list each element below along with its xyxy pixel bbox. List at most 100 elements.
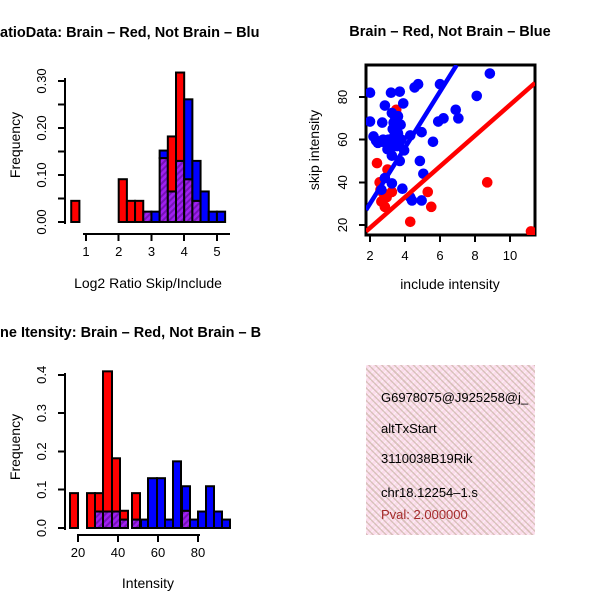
hist-bar-red (134, 199, 145, 223)
hist-bar-red (94, 492, 104, 513)
event-type-text: altTxStart (381, 421, 437, 436)
y-tick-label: 0.4 (34, 366, 49, 384)
gene-info-box: G6978075@J925258@j_ altTxStart 3110038B1… (366, 365, 535, 535)
scatter-point-blue (397, 183, 408, 195)
hist-bar-red (117, 178, 128, 223)
y-axis-label: Frequency (7, 112, 23, 178)
scatter-point-red (422, 186, 434, 198)
hist-bar-blue (221, 518, 231, 529)
x-tick-label: 2 (115, 244, 122, 259)
hist-bar-blue (147, 477, 158, 529)
hist-bar-overlap (102, 510, 113, 529)
y-axis-label: skip intensity (306, 110, 322, 190)
hist-bar-red (131, 492, 141, 521)
scatter-point-blue (376, 117, 388, 128)
scatter-point-blue (471, 90, 483, 102)
x-tick-label: 20 (71, 545, 85, 560)
x-tick-label: 2 (366, 248, 373, 263)
histogram-intensity-svg: ne Itensity: Brain – Red, Not Brain – B … (0, 325, 261, 591)
hist-bar-red (102, 370, 113, 513)
hist-bar-red (175, 71, 186, 162)
hist-bar-overlap (131, 518, 141, 529)
scatter-point-blue (386, 178, 398, 189)
y-tick-label: 0.00 (34, 209, 49, 234)
hist-bar-overlap (142, 210, 153, 223)
hist-bar-blue (199, 190, 210, 223)
fit-line-blue (366, 65, 459, 212)
hist-bar-red (119, 509, 129, 521)
hist-bar-blue (150, 210, 161, 223)
x-tick-label: 60 (151, 545, 165, 560)
panel-title: atioData: Brain – Red, Not Brain – Blu (0, 25, 259, 41)
x-tick-label: 4 (401, 248, 408, 263)
x-tick-label: 4 (181, 244, 188, 259)
x-tick-label: 8 (471, 248, 478, 263)
scatter-point-blue (412, 78, 424, 90)
hist-bar-blue (156, 477, 166, 529)
y-axis-label: Frequency (7, 414, 23, 480)
x-tick-label: 40 (111, 545, 125, 560)
pval-text: Pval: 2.000000 (381, 507, 468, 522)
y-tick-label: 60 (335, 132, 350, 146)
gene-name-text: 3110038B19Rik (381, 451, 473, 466)
scatter-point-blue (397, 98, 409, 109)
x-tick-label: 10 (503, 248, 517, 263)
x-tick-label: 6 (436, 248, 443, 263)
x-tick-label: 3 (148, 244, 155, 259)
histogram-bars (70, 71, 227, 223)
scatter-point-blue (416, 195, 427, 206)
y-tick-label: 0.1 (34, 481, 49, 499)
hist-bar-blue (181, 485, 191, 512)
scatter-point-blue (427, 136, 439, 148)
hist-bar-blue (172, 460, 182, 529)
scatter-point-blue (386, 150, 398, 161)
y-tick-label: 0.3 (34, 404, 49, 422)
hist-bar-red (125, 199, 137, 223)
hist-bar-red (111, 457, 121, 513)
x-tick-label: 5 (213, 244, 220, 259)
x-axis-label: Log2 Ratio Skip/Include (74, 275, 222, 291)
hist-bar-overlap (166, 190, 178, 223)
scatter-point-blue (453, 113, 464, 124)
y-tick-label: 40 (335, 175, 350, 189)
histogram-log2ratio-svg: atioData: Brain – Red, Not Brain – Blu L… (0, 25, 259, 291)
axes: 20 40 60 80 0.0 0.1 0.2 0.3 0.4 (34, 366, 205, 560)
hist-bar-blue (215, 210, 227, 223)
hist-bar-red (86, 492, 96, 529)
scatter-point-blue (414, 155, 426, 167)
scatter-point-blue (366, 116, 376, 127)
scatter-point-red (525, 226, 535, 235)
scatter-point-blue (394, 86, 406, 97)
panel-gene-info: G6978075@J925258@j_ altTxStart 3110038B1… (300, 300, 600, 600)
axes: 2 4 6 8 10 20 40 60 80 (335, 63, 537, 263)
hist-bar-blue (213, 510, 223, 529)
y-tick-label: 0.0 (34, 519, 49, 537)
hist-bar-overlap (94, 510, 104, 529)
x-tick-label: 1 (82, 244, 89, 259)
y-tick-label: 0.30 (34, 68, 49, 93)
histogram-bars (69, 370, 231, 529)
fit-line-red (366, 81, 535, 234)
hist-bar-blue (183, 98, 194, 181)
panel-scatter-intensity: Brain – Red, Not Brain – Blue include in… (300, 0, 600, 300)
y-tick-label: 80 (335, 90, 350, 104)
y-tick-label: 20 (335, 218, 350, 232)
scatter-point-blue (450, 104, 462, 116)
chromosome-text: chr18.12254–1.s (381, 485, 478, 500)
hist-bar-overlap (119, 518, 129, 529)
hist-bar-overlap (181, 509, 191, 529)
y-tick-label: 0.2 (34, 442, 49, 460)
scatter-point-blue (484, 68, 496, 79)
hist-bar-blue (164, 518, 174, 529)
scatter-point-blue (385, 87, 397, 99)
y-tick-label: 0.10 (34, 162, 49, 187)
scatter-point-red (404, 216, 416, 228)
scatter-clip-group (366, 65, 535, 235)
hist-bar-overlap (191, 199, 202, 223)
hist-bar-blue (207, 210, 218, 223)
x-axis-label: include intensity (400, 276, 500, 292)
hist-bar-blue (205, 485, 215, 529)
y-tick-label: 0.20 (34, 115, 49, 140)
hist-bar-overlap (183, 178, 194, 223)
